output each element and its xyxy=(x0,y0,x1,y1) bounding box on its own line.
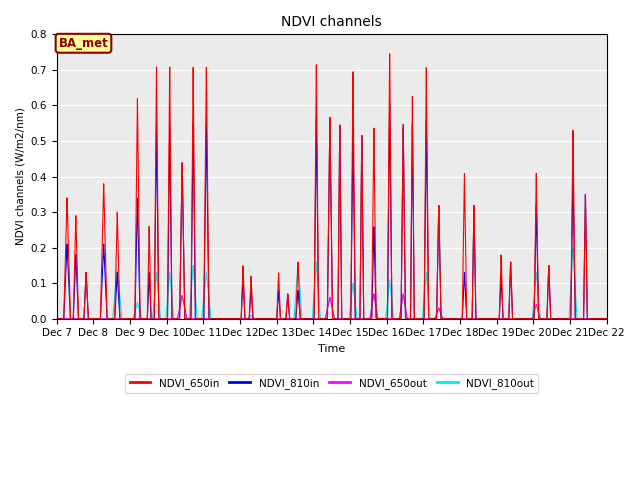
Line: NDVI_810out: NDVI_810out xyxy=(57,248,607,319)
NDVI_810out xyxy=(404,316,412,322)
NDVI_810out xyxy=(53,316,61,322)
NDVI_810in xyxy=(603,316,611,322)
NDVI_650out xyxy=(603,316,611,322)
NDVI_650out xyxy=(399,291,407,297)
NDVI_650in xyxy=(300,316,308,322)
NDVI_650out xyxy=(595,316,603,322)
Line: NDVI_650in: NDVI_650in xyxy=(57,54,607,319)
Text: BA_met: BA_met xyxy=(59,37,108,50)
X-axis label: Time: Time xyxy=(318,344,346,354)
NDVI_810in xyxy=(404,316,412,322)
Line: NDVI_810in: NDVI_810in xyxy=(57,103,607,319)
NDVI_810out xyxy=(546,316,554,322)
NDVI_810in xyxy=(602,316,609,322)
Line: NDVI_650out: NDVI_650out xyxy=(57,294,607,319)
NDVI_650in xyxy=(53,316,61,322)
NDVI_810out xyxy=(531,289,538,295)
NDVI_810in xyxy=(546,297,554,302)
NDVI_810out xyxy=(603,316,611,322)
NDVI_810out xyxy=(569,245,577,251)
NDVI_810out xyxy=(602,316,609,322)
NDVI_650out xyxy=(602,316,609,322)
NDVI_810in xyxy=(300,316,308,322)
NDVI_650out xyxy=(546,316,554,322)
NDVI_650in xyxy=(603,316,611,322)
NDVI_650in xyxy=(386,51,394,57)
NDVI_810in xyxy=(386,100,394,106)
NDVI_810out xyxy=(595,316,603,322)
NDVI_650out xyxy=(404,316,412,322)
NDVI_810in xyxy=(53,316,61,322)
NDVI_650out xyxy=(53,316,61,322)
NDVI_650out xyxy=(531,308,538,313)
NDVI_650in xyxy=(595,316,603,322)
NDVI_810in xyxy=(531,288,538,293)
Y-axis label: NDVI channels (W/m2/nm): NDVI channels (W/m2/nm) xyxy=(15,108,25,245)
NDVI_650in xyxy=(531,280,538,286)
NDVI_650in xyxy=(404,316,412,322)
NDVI_810out xyxy=(300,316,308,322)
NDVI_650out xyxy=(300,316,308,322)
NDVI_650in xyxy=(602,316,609,322)
Legend: NDVI_650in, NDVI_810in, NDVI_650out, NDVI_810out: NDVI_650in, NDVI_810in, NDVI_650out, NDV… xyxy=(125,374,538,393)
NDVI_810in xyxy=(595,316,603,322)
NDVI_650in xyxy=(546,297,554,302)
Title: NDVI channels: NDVI channels xyxy=(282,15,382,29)
